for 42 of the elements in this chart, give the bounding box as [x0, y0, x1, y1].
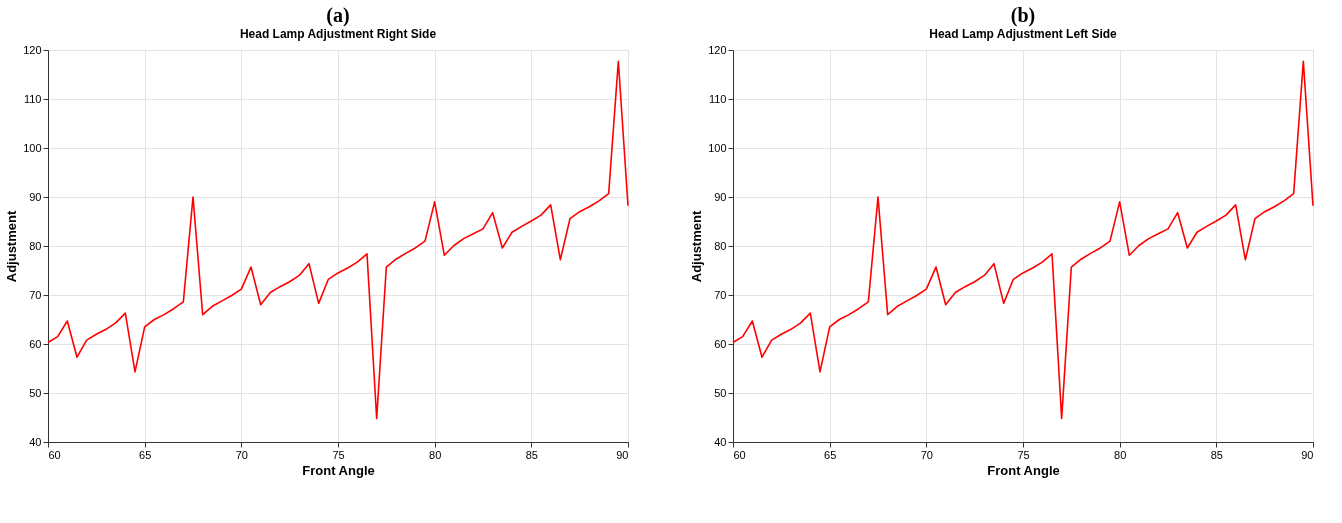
y-tick-label: 50	[714, 386, 727, 399]
x-axis-title: Front Angle	[987, 462, 1060, 478]
chart-title: (b)	[1010, 4, 1036, 27]
y-tick-label: 100	[708, 141, 727, 154]
x-axis-title: Front Angle	[302, 462, 375, 478]
x-tick-label: 80	[429, 448, 442, 461]
x-tick-label: 60	[48, 448, 61, 461]
y-tick-label: 50	[29, 386, 42, 399]
x-tick-label: 85	[525, 448, 538, 461]
x-tick-label: 70	[920, 448, 933, 461]
chart-title: (a)	[326, 4, 350, 27]
y-tick-label: 110	[23, 92, 42, 105]
y-tick-label: 70	[714, 288, 727, 301]
line-series	[47, 60, 629, 420]
y-tick-label: 100	[23, 141, 42, 154]
y-tick-label: 120	[23, 43, 42, 56]
x-tick-label: 65	[139, 448, 152, 461]
chart-subtitle: Head Lamp Adjustment Right Side	[239, 27, 437, 41]
y-tick-label: 70	[29, 288, 42, 301]
line-series	[732, 60, 1314, 420]
y-axis-title: Adjustment	[4, 210, 20, 283]
x-tick-label: 85	[1210, 448, 1223, 461]
x-tick-label: 75	[1017, 448, 1030, 461]
y-tick-label: 60	[29, 337, 42, 350]
x-tick-label: 65	[824, 448, 837, 461]
y-tick-label: 80	[29, 239, 42, 252]
y-tick-label: 90	[29, 190, 42, 203]
x-tick-label: 80	[1114, 448, 1127, 461]
y-tick-label: 60	[714, 337, 727, 350]
y-tick-label: 110	[708, 92, 727, 105]
y-tick-label: 40	[29, 435, 42, 448]
y-tick-label: 90	[714, 190, 727, 203]
y-axis-title: Adjustment	[689, 210, 705, 283]
y-tick-label: 120	[708, 43, 727, 56]
x-tick-label: 60	[733, 448, 746, 461]
x-tick-label: 70	[235, 448, 248, 461]
y-tick-label: 80	[714, 239, 727, 252]
x-tick-label: 90	[616, 448, 629, 461]
x-tick-label: 90	[1301, 448, 1314, 461]
y-tick-label: 40	[714, 435, 727, 448]
x-tick-label: 75	[332, 448, 345, 461]
chart-subtitle: Head Lamp Adjustment Left Side	[929, 27, 1118, 41]
